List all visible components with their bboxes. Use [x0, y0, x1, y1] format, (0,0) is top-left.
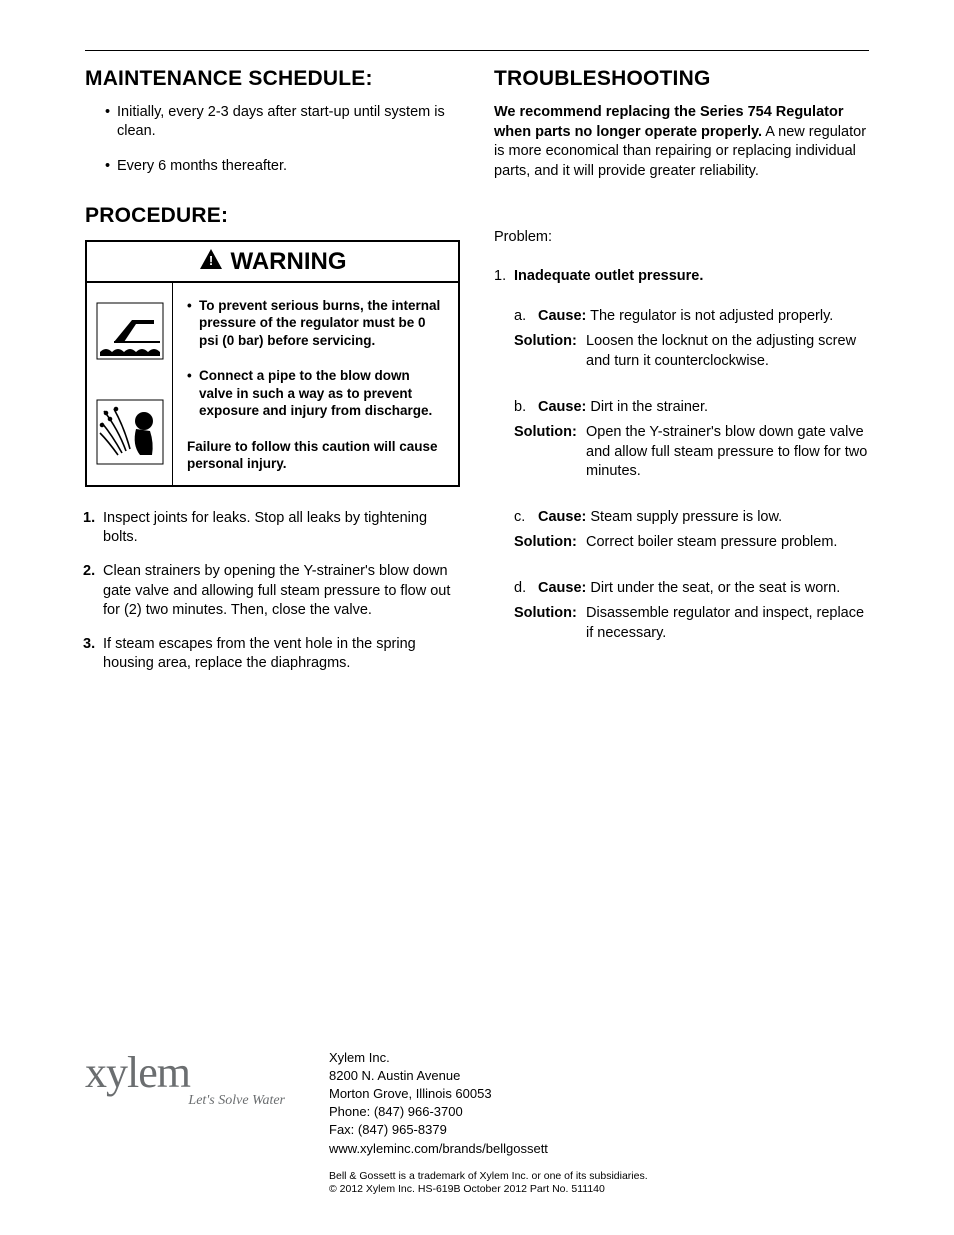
recommendation-text: We recommend replacing the Series 754 Re… [494, 103, 869, 181]
warning-triangle-icon: ! [199, 248, 223, 277]
cause-text: Dirt under the seat, or the seat is worn… [590, 580, 840, 596]
solution-text: Disassemble regulator and inspect, repla… [586, 604, 869, 643]
troubleshooting-title: TROUBLESHOOTING [494, 67, 869, 91]
maintenance-item: Initially, every 2-3 days after start-up… [105, 103, 460, 141]
burn-hazard-icon [96, 302, 164, 365]
warning-bullet: To prevent serious burns, the internal p… [187, 297, 444, 350]
solution-text: Loosen the locknut on the adjusting scre… [586, 332, 869, 371]
problem-title: Inadequate outlet pressure. [514, 267, 869, 287]
spray-hazard-icon [96, 399, 164, 470]
cause-text: Dirt in the strainer. [590, 399, 708, 415]
legal-line: © 2012 Xylem Inc. HS-619B October 2012 P… [329, 1183, 648, 1197]
warning-bullet: Connect a pipe to the blow down valve in… [187, 367, 444, 420]
warning-failure: Failure to follow this caution will caus… [187, 438, 444, 473]
solution-label: Solution: [514, 332, 586, 371]
street: 8200 N. Austin Avenue [329, 1067, 648, 1085]
cause-label: Cause: [538, 399, 586, 415]
cause-letter: a. [514, 307, 538, 327]
problem-label: Problem: [494, 229, 869, 245]
cause-text: Steam supply pressure is low. [590, 509, 782, 525]
solution-text: Open the Y-strainer's blow down gate val… [586, 423, 869, 482]
maintenance-item: Every 6 months thereafter. [105, 157, 460, 176]
procedure-title: PROCEDURE: [85, 204, 460, 228]
svg-text:!: ! [208, 253, 212, 268]
solution-label: Solution: [514, 604, 586, 643]
cause-letter: c. [514, 508, 538, 528]
warning-label: WARNING [231, 248, 347, 276]
logo: xylem Let's Solve Water [85, 1045, 285, 1165]
procedure-step: Clean strainers by opening the Y-straine… [85, 562, 460, 621]
url: www.xyleminc.com/brands/bellgossett [329, 1140, 648, 1158]
legal-line: Bell & Gossett is a trademark of Xylem I… [329, 1170, 648, 1184]
problem-item: Inadequate outlet pressure. a. Cause: Th… [494, 267, 869, 643]
cause-label: Cause: [538, 509, 586, 525]
phone: Phone: (847) 966-3700 [329, 1103, 648, 1121]
warning-box: ! WARNING [85, 240, 460, 487]
solution-label: Solution: [514, 423, 586, 482]
cause-letter: d. [514, 579, 538, 599]
cause-letter: b. [514, 398, 538, 418]
fax: Fax: (847) 965-8379 [329, 1121, 648, 1139]
cause-label: Cause: [538, 580, 586, 596]
cause-label: Cause: [538, 308, 586, 324]
solution-label: Solution: [514, 533, 586, 553]
company-name: Xylem Inc. [329, 1049, 648, 1067]
cause-text: The regulator is not adjusted properly. [590, 308, 833, 324]
company-address: Xylem Inc. 8200 N. Austin Avenue Morton … [329, 1045, 648, 1197]
maintenance-title: MAINTENANCE SCHEDULE: [85, 67, 460, 91]
warning-pictograms [87, 283, 173, 485]
procedure-step: Inspect joints for leaks. Stop all leaks… [85, 509, 460, 548]
procedure-step: If steam escapes from the vent hole in t… [85, 635, 460, 674]
city: Morton Grove, Illinois 60053 [329, 1085, 648, 1103]
logo-name: xylem [85, 1051, 285, 1095]
solution-text: Correct boiler steam pressure problem. [586, 533, 869, 553]
